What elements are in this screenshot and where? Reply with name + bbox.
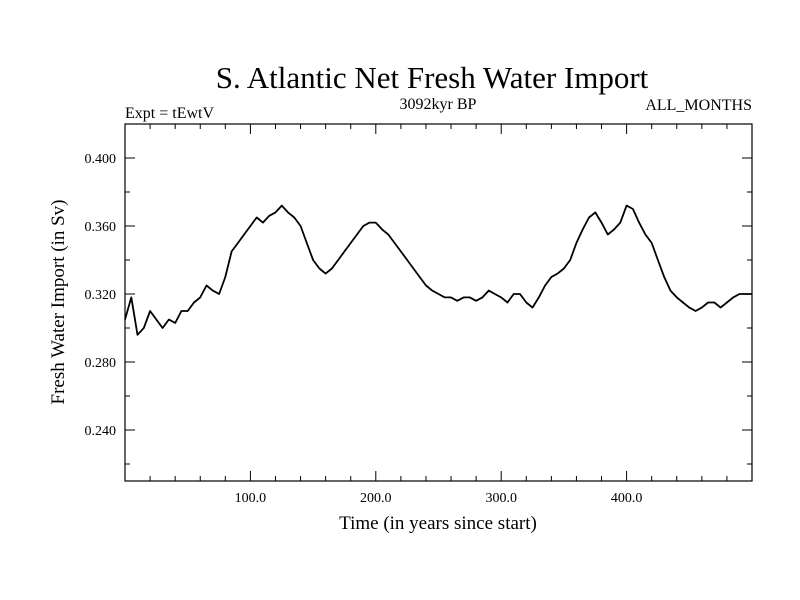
x-tick-label: 400.0 xyxy=(611,491,643,506)
period-label: 3092kyr BP xyxy=(400,96,477,113)
y-tick-label: 0.320 xyxy=(85,288,117,303)
chart-title: S. Atlantic Net Fresh Water Import xyxy=(216,60,649,95)
y-axis-label: Fresh Water Import (in Sv) xyxy=(48,200,69,405)
x-tick-label: 100.0 xyxy=(235,491,267,506)
y-tick-label: 0.280 xyxy=(85,356,117,371)
experiment-label: Expt = tEwtV xyxy=(125,105,214,122)
x-tick-label: 300.0 xyxy=(485,491,517,506)
axis-ticks xyxy=(125,124,752,481)
y-tick-label: 0.360 xyxy=(85,220,117,235)
fresh-water-series-line xyxy=(124,204,752,336)
y-tick-label: 0.240 xyxy=(85,424,117,439)
months-label: ALL_MONTHS xyxy=(645,97,752,114)
y-tick-label: 0.400 xyxy=(85,152,117,167)
plot-frame xyxy=(124,123,753,482)
x-tick-label: 200.0 xyxy=(360,491,392,506)
axis-tick-labels: 100.0 200.0 300.0 400.0 0.240 0.280 0.320 0.360… xyxy=(85,152,643,506)
x-axis-label: Time (in years since start) xyxy=(339,513,537,534)
